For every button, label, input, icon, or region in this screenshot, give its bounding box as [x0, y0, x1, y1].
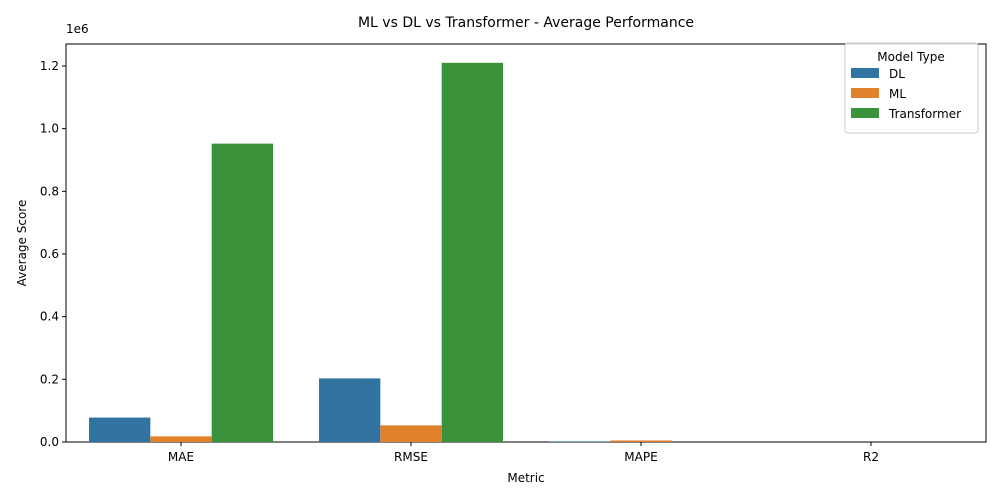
x-tick-label: MAE	[168, 450, 194, 464]
y-axis: 0.0 0.2 0.4 0.6 0.8 1.0 1.2	[40, 59, 66, 449]
legend-swatch-ml	[851, 88, 879, 98]
bar-dl-mae	[89, 417, 151, 442]
bar-dl-mape	[549, 441, 611, 442]
legend-label-transformer: Transformer	[888, 107, 961, 121]
y-offset-label: 1e6	[66, 22, 89, 36]
y-tick-label: 0.0	[40, 435, 59, 449]
bar-transformer-mae	[211, 143, 273, 443]
plot-frame	[65, 43, 987, 443]
legend: Model Type DL ML Transformer	[844, 42, 979, 134]
bar-ml-rmse	[380, 425, 442, 442]
chart-title: ML vs DL vs Transformer - Average Perfor…	[358, 15, 694, 31]
y-tick-label: 1.2	[40, 59, 59, 73]
x-tick-label: R2	[863, 450, 879, 464]
y-tick-label: 0.2	[40, 372, 59, 386]
bar-dl-rmse	[319, 378, 381, 442]
x-tick-label: RMSE	[394, 450, 428, 464]
legend-label-ml: ML	[889, 87, 906, 101]
bar-ml-mae	[150, 436, 212, 442]
legend-swatch-dl	[851, 68, 879, 78]
legend-label-dl: DL	[889, 67, 905, 81]
x-axis: MAE RMSE MAPE R2	[168, 442, 879, 464]
x-tick-label: MAPE	[624, 450, 657, 464]
y-tick-label: 0.8	[40, 184, 59, 198]
legend-swatch-transformer	[851, 108, 879, 118]
legend-title: Model Type	[877, 50, 944, 64]
y-tick-label: 0.4	[40, 310, 59, 324]
bar-transformer-rmse	[441, 62, 503, 442]
x-axis-label: Metric	[507, 471, 544, 485]
bars	[89, 62, 672, 443]
y-tick-label: 0.6	[40, 247, 59, 261]
y-axis-label: Average Score	[15, 200, 29, 287]
y-tick-label: 1.0	[40, 122, 59, 136]
plot-area	[65, 43, 987, 443]
bar-ml-mape	[610, 440, 672, 442]
